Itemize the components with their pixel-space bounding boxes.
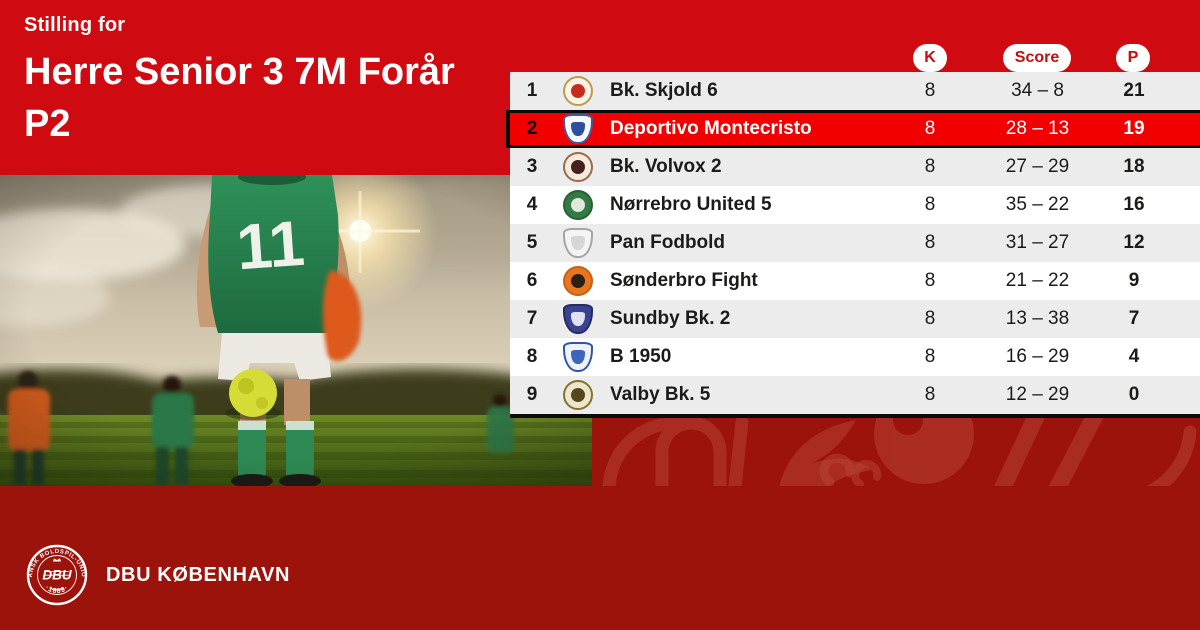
position-cell: 5 xyxy=(526,232,538,253)
column-header-p: P xyxy=(1116,44,1150,72)
position-cell: 9 xyxy=(526,384,538,405)
dbu-logo-icon: DANSK BOLDSPIL-UNION ·1889· DBU xyxy=(26,544,88,606)
position-cell: 1 xyxy=(526,80,538,101)
table-row: 6 Sønderbro Fight 8 21 – 22 9 xyxy=(510,262,1200,300)
club-badge-icon xyxy=(563,380,593,410)
score-cell: 13 – 38 xyxy=(1005,308,1070,329)
team-name: Bk. Skjold 6 xyxy=(610,80,718,101)
table-rows: 1 Bk. Skjold 6 8 34 – 8 21 2 Deportivo M… xyxy=(506,72,1200,418)
position-cell: 8 xyxy=(526,346,538,367)
team-name: B 1950 xyxy=(610,346,672,367)
score-cell: 28 – 13 xyxy=(1005,118,1070,139)
title-line-1: Herre Senior 3 7M Forår xyxy=(24,51,455,93)
club-badge-icon xyxy=(563,190,593,220)
club-badge-icon xyxy=(563,228,593,258)
position-cell: 4 xyxy=(526,194,538,215)
points-cell: 16 xyxy=(1123,194,1145,215)
points-cell: 7 xyxy=(1128,308,1140,329)
column-headers: K Score P xyxy=(510,44,1200,72)
score-cell: 27 – 29 xyxy=(1005,156,1070,177)
brand-name: DBU KØBENHAVN xyxy=(106,563,291,586)
table-row: 7 Sundby Bk. 2 8 13 – 38 7 xyxy=(510,300,1200,338)
header: Stilling for Herre Senior 3 7M Forår P2 xyxy=(24,14,455,151)
table-row: 4 Nørrebro United 5 8 35 – 22 16 xyxy=(510,186,1200,224)
matches-cell: 8 xyxy=(924,194,936,215)
position-cell: 7 xyxy=(526,308,538,329)
points-cell: 0 xyxy=(1128,384,1140,405)
club-badge-icon xyxy=(563,114,593,144)
footer: DANSK BOLDSPIL-UNION ·1889· DBU DBU KØBE… xyxy=(26,544,290,606)
team-name: Deportivo Montecristo xyxy=(610,118,812,139)
team-name: Valby Bk. 5 xyxy=(610,384,711,405)
score-cell: 21 – 22 xyxy=(1005,270,1070,291)
page-title: Herre Senior 3 7M Forår P2 xyxy=(24,46,455,151)
points-cell: 4 xyxy=(1128,346,1140,367)
score-cell: 12 – 29 xyxy=(1005,384,1070,405)
club-badge-icon xyxy=(563,266,593,296)
table-row: 5 Pan Fodbold 8 31 – 27 12 xyxy=(510,224,1200,262)
position-cell: 6 xyxy=(526,270,538,291)
matches-cell: 8 xyxy=(924,80,936,101)
team-name: Sønderbro Fight xyxy=(610,270,758,291)
matches-cell: 8 xyxy=(924,308,936,329)
matches-cell: 8 xyxy=(924,270,936,291)
club-badge-icon xyxy=(563,152,593,182)
score-cell: 16 – 29 xyxy=(1005,346,1070,367)
points-cell: 18 xyxy=(1123,156,1145,177)
table-row: 1 Bk. Skjold 6 8 34 – 8 21 xyxy=(510,72,1200,110)
score-cell: 34 – 8 xyxy=(1011,80,1064,101)
points-cell: 19 xyxy=(1123,118,1145,139)
matches-cell: 8 xyxy=(924,384,936,405)
score-cell: 35 – 22 xyxy=(1005,194,1070,215)
matches-cell: 8 xyxy=(924,346,936,367)
team-name: Bk. Volvox 2 xyxy=(610,156,722,177)
club-badge-icon xyxy=(563,304,593,334)
column-header-score: Score xyxy=(1003,44,1071,72)
matches-cell: 8 xyxy=(924,156,936,177)
club-badge-icon xyxy=(563,342,593,372)
team-name: Nørrebro United 5 xyxy=(610,194,772,215)
matches-cell: 8 xyxy=(924,232,936,253)
team-name: Pan Fodbold xyxy=(610,232,726,253)
column-header-k: K xyxy=(913,44,947,72)
table-row: 9 Valby Bk. 5 8 12 – 29 0 xyxy=(510,376,1200,414)
title-line-2: P2 xyxy=(24,103,71,146)
table-row-highlighted: 2 Deportivo Montecristo 8 28 – 13 19 xyxy=(506,110,1200,148)
position-cell: 2 xyxy=(526,118,538,139)
position-cell: 3 xyxy=(526,156,538,177)
standings-table: K Score P 1 Bk. Skjold 6 8 34 – 8 21 2 D… xyxy=(506,44,1200,418)
points-cell: 12 xyxy=(1123,232,1145,253)
points-cell: 9 xyxy=(1128,270,1140,291)
team-name: Sundby Bk. 2 xyxy=(610,308,731,329)
score-cell: 31 – 27 xyxy=(1005,232,1070,253)
table-row: 3 Bk. Volvox 2 8 27 – 29 18 xyxy=(510,148,1200,186)
header-eyebrow: Stilling for xyxy=(24,14,126,36)
club-badge-icon xyxy=(563,76,593,106)
match-photo: 11 xyxy=(0,175,592,486)
dbu-crest-watermark-icon xyxy=(592,418,1200,486)
matches-cell: 8 xyxy=(924,118,936,139)
points-cell: 21 xyxy=(1123,80,1145,101)
table-row: 8 B 1950 8 16 – 29 4 xyxy=(510,338,1200,376)
